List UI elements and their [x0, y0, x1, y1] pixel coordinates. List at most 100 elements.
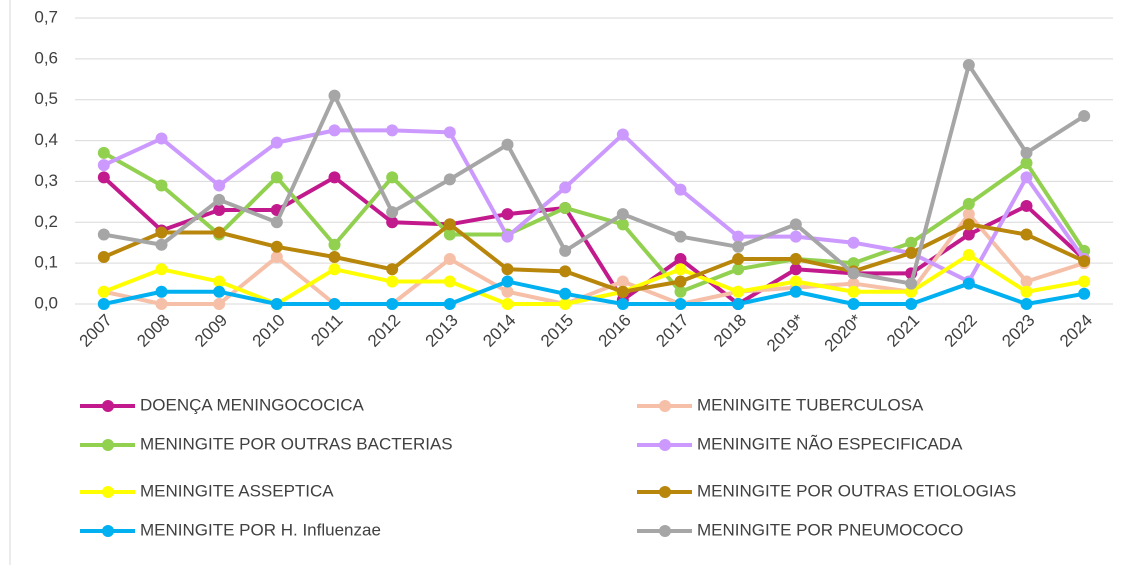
data-point: [213, 204, 226, 217]
data-point: [213, 193, 226, 206]
data-point: [328, 171, 341, 184]
data-point: [616, 208, 629, 221]
data-point: [674, 285, 687, 298]
y-tick-label: 0,4: [34, 130, 58, 149]
data-point: [674, 230, 687, 243]
data-point: [962, 218, 975, 231]
legend-marker: [659, 525, 671, 537]
data-point: [443, 298, 456, 310]
data-point: [270, 251, 283, 264]
x-tick-label: 2018: [710, 311, 750, 351]
data-point: [905, 246, 918, 259]
data-point: [501, 298, 514, 310]
x-tick-label: 2010: [249, 311, 289, 351]
data-point: [1078, 275, 1091, 288]
data-point: [559, 287, 572, 300]
data-point: [328, 263, 341, 276]
data-point: [789, 263, 802, 276]
series-line: [102, 128, 1086, 284]
data-point: [443, 228, 456, 241]
data-point: [213, 285, 226, 298]
data-point: [328, 238, 341, 251]
legend-marker: [102, 486, 114, 498]
x-tick-label: 2015: [537, 311, 577, 351]
x-tick-label: 2021: [883, 311, 923, 351]
data-point: [1020, 228, 1033, 241]
data-point: [213, 179, 226, 192]
data-point: [559, 181, 572, 194]
data-point: [905, 236, 918, 249]
data-point: [732, 230, 745, 243]
data-point: [962, 58, 975, 71]
legend-label: MENINGITE NÃO ESPECIFICADA: [697, 434, 963, 453]
data-point: [674, 263, 687, 276]
x-tick-label: 2022: [941, 311, 981, 351]
data-point: [1078, 110, 1091, 123]
data-point: [97, 298, 110, 310]
data-point: [328, 298, 341, 310]
data-point: [501, 138, 514, 151]
y-tick-label: 0,7: [34, 7, 58, 26]
data-point: [97, 146, 110, 159]
data-point: [847, 267, 860, 280]
legend-label: MENINGITE POR H. Influenzae: [140, 520, 381, 539]
data-point: [155, 285, 168, 298]
data-point: [789, 275, 802, 288]
y-tick-label: 0,0: [34, 293, 58, 312]
data-point: [386, 124, 399, 137]
data-point: [443, 126, 456, 139]
data-point: [789, 285, 802, 298]
legend-label: MENINGITE POR OUTRAS BACTERIAS: [140, 434, 453, 453]
data-point: [443, 218, 456, 231]
data-point: [386, 171, 399, 184]
x-tick-label: 2017: [652, 311, 692, 351]
data-point: [1078, 287, 1091, 300]
legend-label: MENINGITE ASSEPTICA: [140, 481, 334, 500]
series-line: [102, 175, 1086, 306]
data-point: [1020, 199, 1033, 212]
x-tick-label: 2014: [479, 311, 519, 351]
data-point: [559, 244, 572, 257]
data-point: [1020, 157, 1033, 170]
data-point: [97, 159, 110, 172]
data-point: [328, 124, 341, 137]
x-tick-label: 2009: [191, 311, 231, 351]
series-line: [103, 279, 1085, 306]
legend-marker: [102, 525, 114, 537]
data-point: [674, 275, 687, 288]
legend-marker: [659, 486, 671, 498]
data-point: [616, 298, 629, 310]
data-point: [962, 277, 975, 290]
data-point: [443, 253, 456, 266]
data-point: [559, 298, 572, 310]
data-point: [559, 201, 572, 214]
data-point: [501, 275, 514, 288]
data-point: [732, 263, 745, 276]
data-point: [1020, 171, 1033, 184]
data-point: [501, 285, 514, 298]
data-point: [155, 179, 168, 192]
data-point: [155, 238, 168, 251]
data-point: [97, 171, 110, 184]
data-point: [386, 275, 399, 288]
data-point: [213, 226, 226, 239]
data-point: [97, 228, 110, 241]
y-tick-label: 0,5: [34, 89, 58, 108]
data-point: [213, 275, 226, 288]
data-point: [789, 218, 802, 231]
data-point: [732, 240, 745, 253]
data-point: [155, 226, 168, 239]
data-point: [270, 171, 283, 184]
data-point: [1078, 255, 1091, 268]
data-point: [789, 253, 802, 266]
x-tick-label: 2013: [422, 311, 462, 351]
legend-label: DOENÇA MENINGOCOCICA: [140, 395, 365, 414]
data-point: [1020, 285, 1033, 298]
data-point: [443, 173, 456, 186]
data-point: [155, 132, 168, 145]
x-tick-label: 2008: [133, 311, 173, 351]
x-tick-label: 2024: [1056, 311, 1096, 351]
data-point: [155, 263, 168, 276]
legend-marker: [102, 400, 114, 412]
